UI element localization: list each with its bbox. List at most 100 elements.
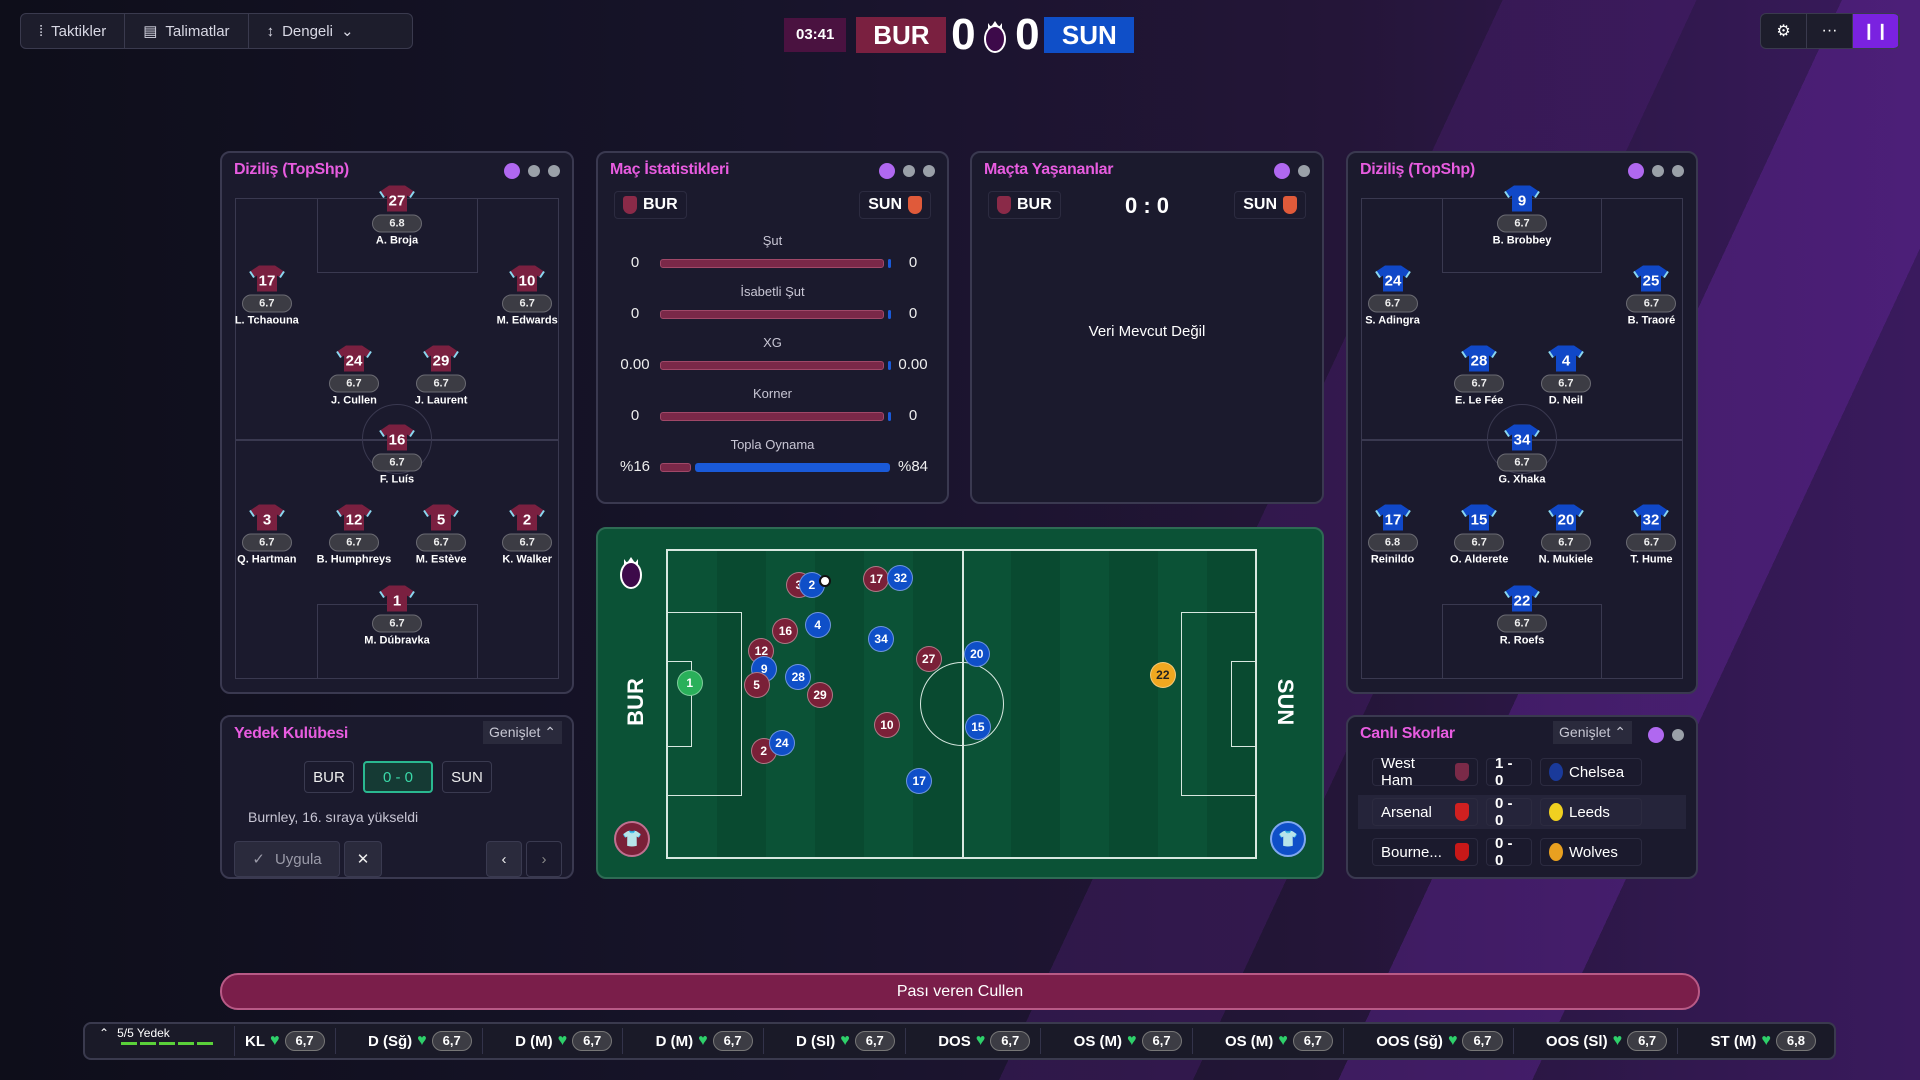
- premier-league-logo-icon: [980, 16, 1010, 54]
- pitch-player-token[interactable]: 17: [863, 565, 890, 592]
- position-slot[interactable]: D (M) ♥ 6,7: [505, 1028, 624, 1054]
- substitutions-indicator[interactable]: ⌃ 5/5 Yedek: [85, 1026, 235, 1056]
- panel-page-dots[interactable]: [504, 163, 560, 179]
- position-slot[interactable]: OOS (Sl) ♥ 6,7: [1536, 1028, 1679, 1054]
- pitch-player-token[interactable]: 32: [887, 564, 914, 591]
- pitch-player-token[interactable]: 4: [804, 612, 831, 639]
- away-stat-value: 0: [908, 305, 918, 322]
- pitch-player-token[interactable]: 24: [768, 730, 795, 757]
- lineup-player[interactable]: 24 6.7 S. Adingra: [1343, 264, 1443, 327]
- panel-page-dots[interactable]: [1628, 163, 1684, 179]
- lineup-player[interactable]: 17 6.8 Reinildo: [1343, 503, 1443, 566]
- lineup-player[interactable]: 12 6.7 B. Humphreys: [304, 503, 404, 566]
- pitch-player-token[interactable]: 5: [743, 672, 770, 699]
- panel-title: Diziliş (TopShp): [1360, 161, 1475, 178]
- svg-text:5: 5: [437, 512, 445, 529]
- position-slot[interactable]: KL ♥ 6,7: [235, 1028, 336, 1054]
- sunderland-crest-icon: [1283, 196, 1297, 214]
- panel-page-dots[interactable]: [879, 163, 935, 179]
- home-score: 0: [951, 10, 976, 59]
- ellipsis-icon[interactable]: ···: [1807, 14, 1853, 48]
- lineup-player[interactable]: 32 6.7 T. Hume: [1601, 503, 1701, 566]
- shirt-icon: 9: [1504, 185, 1540, 212]
- position-slot[interactable]: OOS (Sğ) ♥ 6,7: [1366, 1028, 1514, 1054]
- expand-button[interactable]: Genişlet ⌃: [1553, 721, 1632, 744]
- player-rating: 6.7: [372, 453, 422, 472]
- next-icon[interactable]: ›: [526, 841, 562, 877]
- away-stat-value: %84: [897, 458, 929, 475]
- expand-button[interactable]: Genişlet ⌃: [483, 721, 562, 744]
- player-rating: 6.7: [328, 533, 379, 552]
- player-name: S. Adingra: [1365, 314, 1420, 327]
- lineup-player[interactable]: 3 6.7 Q. Hartman: [217, 503, 317, 566]
- position-slot[interactable]: OS (M) ♥ 6,7: [1215, 1028, 1344, 1054]
- pitch-player-token[interactable]: 1: [676, 670, 703, 697]
- lineup-player[interactable]: 16 6.7 F. Luís: [347, 423, 447, 486]
- pitch-player-token[interactable]: 17: [906, 767, 933, 794]
- apply-button[interactable]: ✓ Uygula: [234, 841, 340, 877]
- lineup-player[interactable]: 4 6.7 D. Neil: [1516, 344, 1616, 407]
- lineup-player[interactable]: 27 6.8 A. Broja: [347, 183, 447, 246]
- shirt-icon: 12: [336, 504, 372, 531]
- lineup-player[interactable]: 17 6.7 L. Tchaouna: [217, 264, 317, 327]
- position-rating: 6,7: [1292, 1031, 1333, 1051]
- lineup-player[interactable]: 22 6.7 R. Roefs: [1472, 584, 1572, 647]
- panel-page-dots[interactable]: [1274, 163, 1310, 179]
- live-score-row[interactable]: Arsenal 0 - 0 Leeds: [1358, 795, 1686, 829]
- pause-icon[interactable]: ❙❙: [1853, 14, 1899, 48]
- lineup-player[interactable]: 10 6.7 M. Edwards: [477, 264, 577, 327]
- away-team-crest-icon: [1549, 763, 1563, 781]
- lineup-player[interactable]: 5 6.7 M. Estève: [391, 503, 491, 566]
- shirt-icon: 25: [1633, 265, 1670, 292]
- player-name: M. Dúbravka: [364, 634, 430, 647]
- position-label: OOS (Sğ): [1376, 1032, 1443, 1050]
- away-kit-icon[interactable]: 👕: [1270, 821, 1306, 857]
- position-slot[interactable]: D (Sl) ♥ 6,7: [786, 1028, 906, 1054]
- team-code: SUN: [1243, 196, 1277, 213]
- lineup-player[interactable]: 28 6.7 E. Le Fée: [1429, 344, 1529, 407]
- away-stat-value: 0: [908, 254, 918, 271]
- tactics-button[interactable]: ⁞ Taktikler: [21, 14, 126, 48]
- pitch-player-token[interactable]: 20: [963, 640, 990, 667]
- home-kit-icon[interactable]: 👕: [614, 821, 650, 857]
- home-team-crest-icon: [1455, 803, 1469, 821]
- lineup-player[interactable]: 2 6.7 K. Walker: [477, 503, 577, 566]
- pitch-player-token[interactable]: 22: [1149, 662, 1176, 689]
- position-slot[interactable]: OS (M) ♥ 6,7: [1064, 1028, 1193, 1054]
- gear-icon[interactable]: ⚙: [1761, 14, 1807, 48]
- live-score-row[interactable]: West Ham 1 - 0 Chelsea: [1358, 755, 1686, 789]
- position-slot[interactable]: D (M) ♥ 6,7: [646, 1028, 764, 1054]
- lineup-player[interactable]: 20 6.7 N. Mukiele: [1516, 503, 1616, 566]
- home-team-code: BUR: [856, 17, 947, 53]
- away-stat-bar: [888, 310, 891, 319]
- instructions-button[interactable]: ▤ Talimatlar: [125, 14, 249, 48]
- pitch-player-token[interactable]: 15: [964, 713, 991, 740]
- lineup-player[interactable]: 1 6.7 M. Dúbravka: [347, 584, 447, 647]
- lineup-player[interactable]: 9 6.7 B. Brobbey: [1472, 183, 1572, 246]
- previous-icon[interactable]: ‹: [486, 841, 522, 877]
- heart-icon: ♥: [1761, 1032, 1771, 1049]
- pitch-player-token[interactable]: 16: [772, 617, 799, 644]
- lineup-player[interactable]: 34 6.7 G. Xhaka: [1472, 423, 1572, 486]
- pitch-player-token[interactable]: 29: [807, 681, 834, 708]
- lineup-player[interactable]: 24 6.7 J. Cullen: [304, 344, 404, 407]
- position-slot[interactable]: ST (M) ♥ 6,8: [1701, 1028, 1826, 1054]
- panel-page-dots[interactable]: [1648, 727, 1684, 743]
- shirt-icon: 4: [1548, 345, 1584, 372]
- shirt-icon: 17: [1374, 504, 1411, 531]
- position-slot[interactable]: DOS ♥ 6,7: [928, 1028, 1042, 1054]
- shirt-icon: 24: [336, 345, 372, 372]
- position-slot[interactable]: D (Sğ) ♥ 6,7: [358, 1028, 483, 1054]
- position-label: ST (M): [1710, 1032, 1757, 1050]
- pitch-player-token[interactable]: 34: [868, 626, 895, 653]
- lineup-player[interactable]: 25 6.7 B. Traoré: [1601, 264, 1701, 327]
- pitch-player-token[interactable]: 10: [873, 711, 900, 738]
- close-icon[interactable]: ✕: [344, 841, 382, 877]
- heart-icon: ♥: [975, 1032, 986, 1049]
- lineup-player[interactable]: 29 6.7 J. Laurent: [391, 344, 491, 407]
- live-score-row[interactable]: Bourne... 0 - 0 Wolves: [1358, 835, 1686, 869]
- lineup-player[interactable]: 15 6.7 O. Alderete: [1429, 503, 1529, 566]
- mentality-dropdown[interactable]: ↕ Dengeli ⌄: [249, 14, 372, 48]
- pitch-player-token[interactable]: 28: [785, 664, 812, 691]
- pitch-player-token[interactable]: 27: [915, 646, 942, 673]
